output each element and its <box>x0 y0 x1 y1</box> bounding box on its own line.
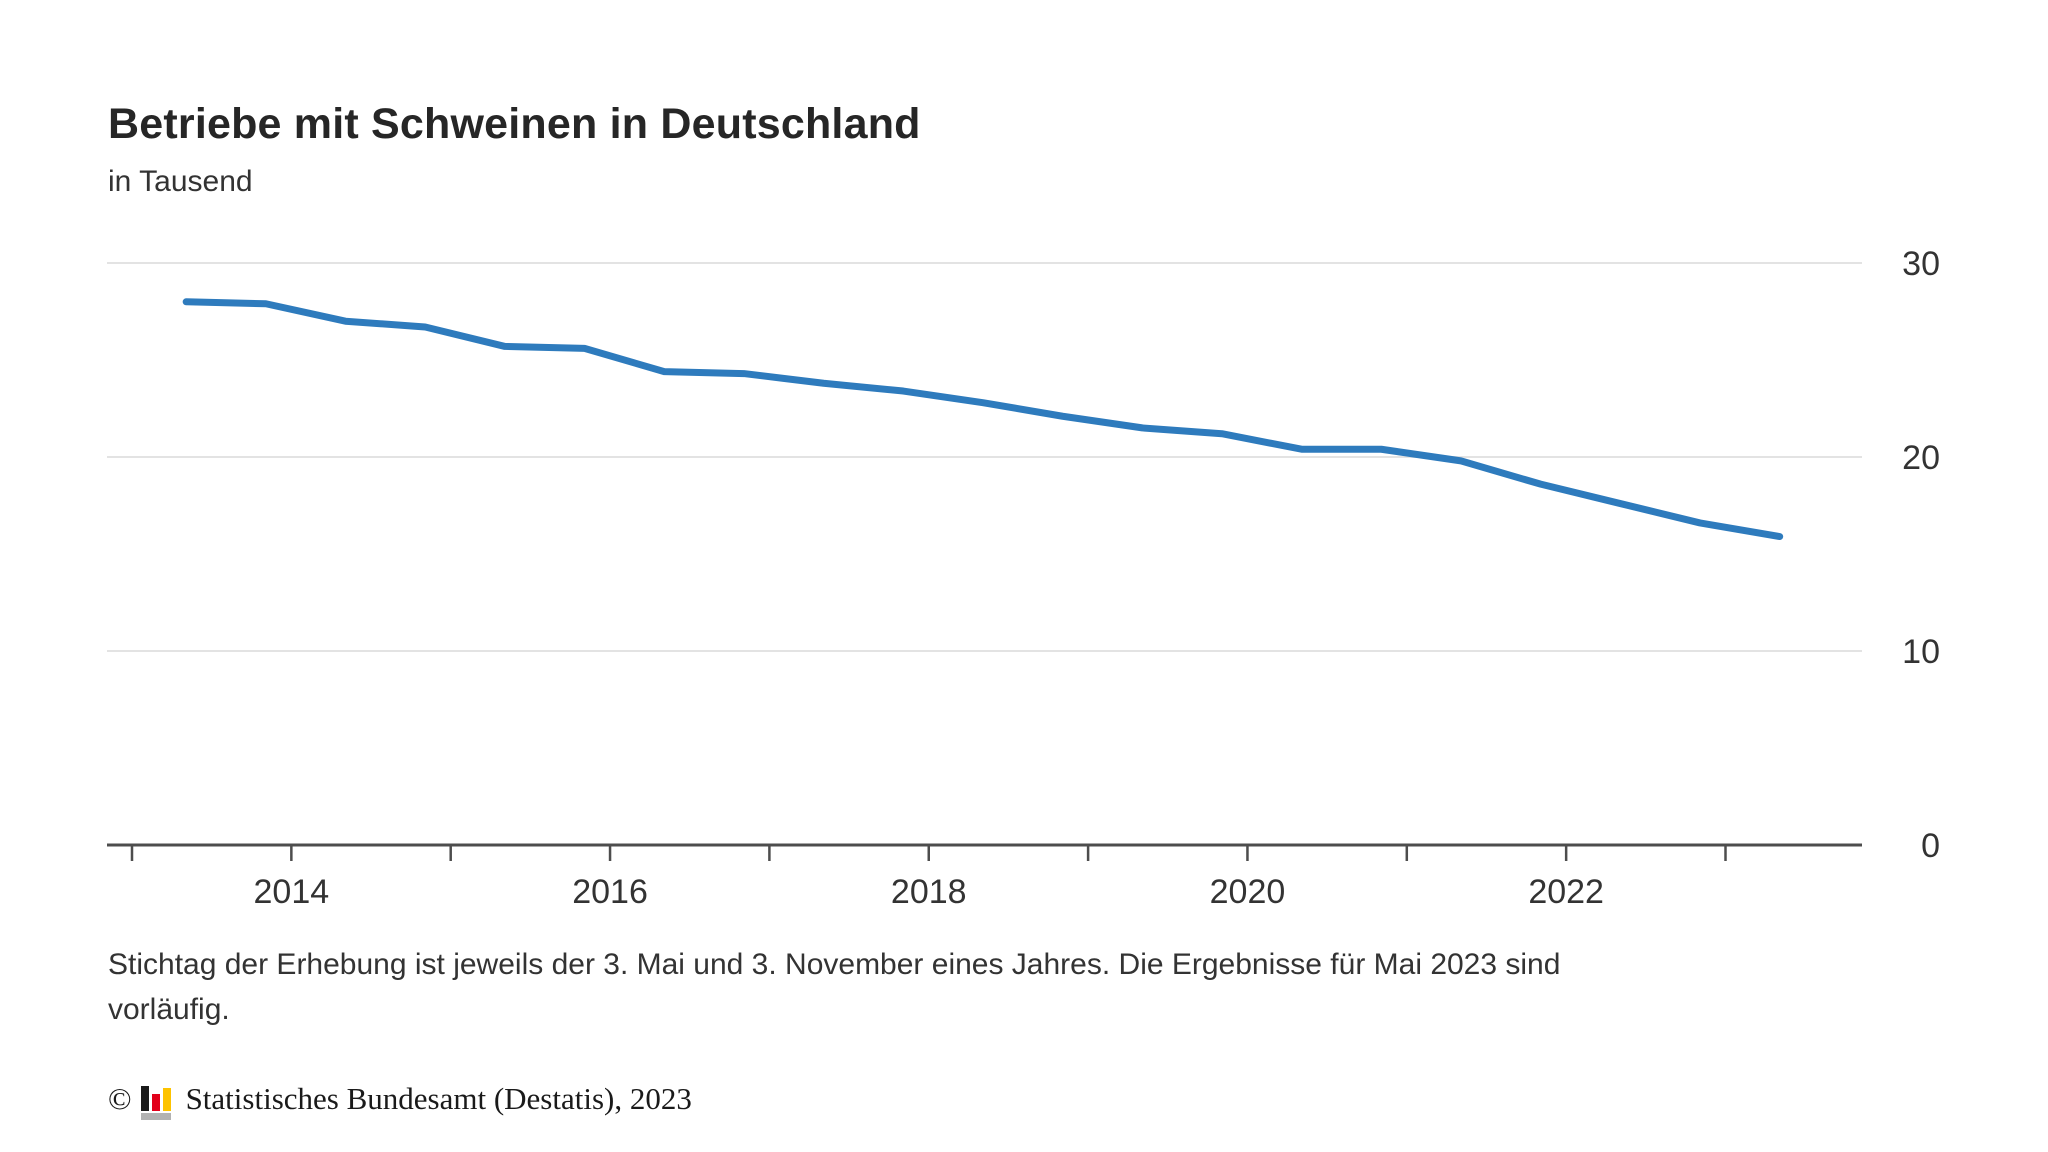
footnote-line-1: Stichtag der Erhebung ist jeweils der 3.… <box>108 948 1561 981</box>
logo-bar-red <box>151 1094 160 1111</box>
logo-bar-yellow <box>162 1088 171 1111</box>
chart-unit-label: in Tausend <box>108 165 253 198</box>
footnote-line-2: vorläufig. <box>108 993 230 1026</box>
data-line <box>182 298 1784 541</box>
source-text: Statistisches Bundesamt (Destatis), 2023 <box>185 1081 692 1116</box>
x-tick-label: 2018 <box>891 873 967 911</box>
destatis-bar-chart-icon <box>140 1078 174 1120</box>
x-tick-label: 2020 <box>1210 873 1286 911</box>
x-tick-label: 2014 <box>254 873 330 911</box>
y-tick-label: 10 <box>1902 633 1940 671</box>
source-line: © Statistisches Bundesamt (Destatis), 20… <box>108 1078 692 1120</box>
chart-footnote: Stichtag der Erhebung ist jeweils der 3.… <box>108 942 1868 1032</box>
y-tick-label: 0 <box>1921 827 1940 865</box>
x-tick-label: 2022 <box>1528 873 1604 911</box>
logo-bar-base <box>140 1113 171 1120</box>
x-tick-label: 2016 <box>572 873 648 911</box>
logo-bar-black <box>140 1086 149 1111</box>
copyright-symbol: © <box>108 1081 132 1116</box>
y-tick-label: 20 <box>1902 439 1940 477</box>
chart-title: Betriebe mit Schweinen in Deutschland <box>108 100 921 148</box>
y-tick-label: 30 <box>1902 245 1940 283</box>
